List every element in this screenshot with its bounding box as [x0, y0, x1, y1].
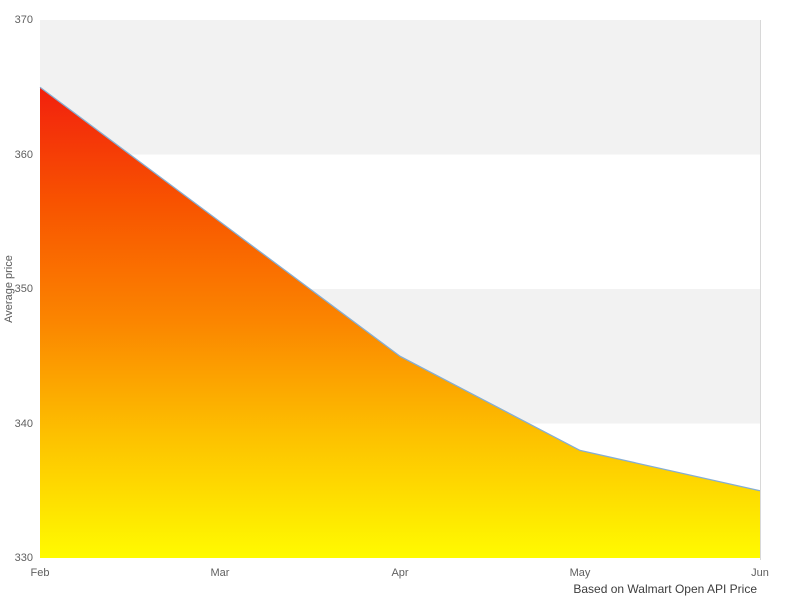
- y-tick-label: 360: [14, 148, 33, 161]
- plot-band: [40, 20, 760, 155]
- y-axis-title: Average price: [3, 255, 15, 323]
- x-tick-label: Apr: [391, 567, 409, 579]
- x-tick-label: Mar: [210, 567, 230, 579]
- price-line: [39, 86, 761, 492]
- y-tick-label: 350: [14, 283, 33, 295]
- area-series-fill: [40, 87, 760, 558]
- y-tick-label: 340: [14, 417, 33, 430]
- y-tick-label: 330: [14, 552, 33, 564]
- chart-caption: Based on Walmart Open API Price: [573, 582, 757, 596]
- x-tick-label: Jun: [751, 567, 769, 579]
- x-tick-label: Feb: [30, 567, 50, 579]
- y-tick-label: 370: [14, 14, 33, 26]
- x-tick-label: May: [569, 567, 591, 579]
